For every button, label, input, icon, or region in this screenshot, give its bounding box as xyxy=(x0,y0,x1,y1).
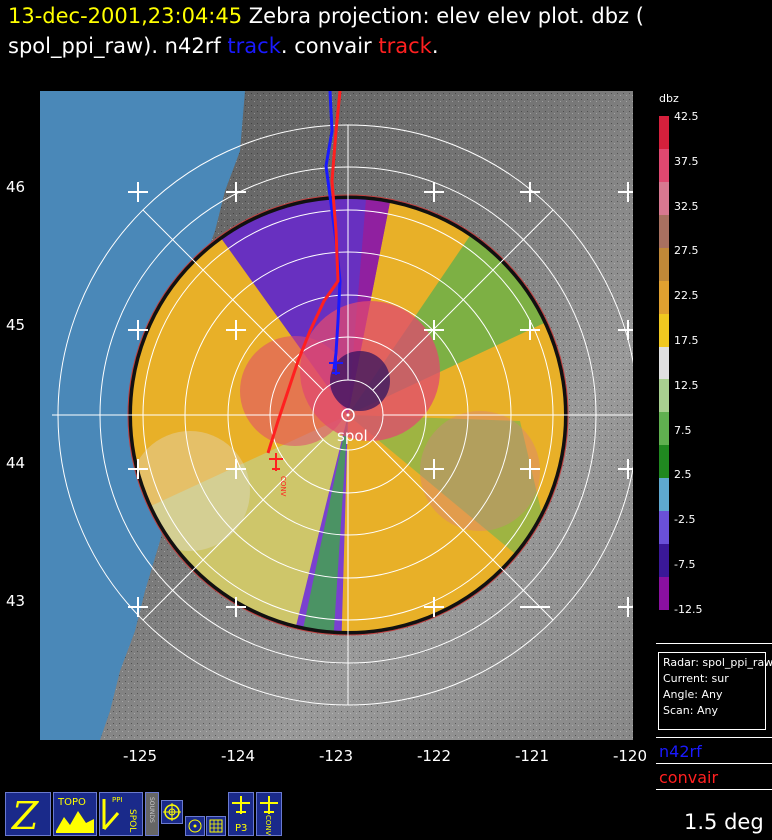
latlon-crosses xyxy=(128,182,633,617)
lat-label-43: 43 xyxy=(6,592,26,610)
colorbar-tick-label: 12.5 xyxy=(674,378,699,392)
svg-text:SOUNDS: SOUNDS xyxy=(148,797,155,823)
convair-aircraft-icon[interactable]: CONV xyxy=(256,792,282,836)
radar-site-label: spol xyxy=(337,427,368,445)
n42rf-aircraft-marker xyxy=(329,357,343,375)
lat-label-44: 44 xyxy=(6,454,26,472)
spol-radar-site[interactable] xyxy=(341,408,355,422)
plot-description: Zebra projection: elev elev plot. dbz ( xyxy=(248,4,644,28)
colorbar-tick-label: 17.5 xyxy=(674,334,699,347)
lon-label-120: -120 xyxy=(612,747,648,765)
colorbar-swatch xyxy=(659,181,669,216)
colorbar-swatch xyxy=(659,214,669,249)
lat-label-46: 46 xyxy=(6,178,26,196)
colorbar-tick-label: 27.5 xyxy=(674,244,699,258)
n42rf-track-link[interactable]: track xyxy=(227,34,281,58)
convair-track-link[interactable]: track xyxy=(378,34,432,58)
colorbar-swatch xyxy=(659,412,669,446)
p3-aircraft-icon[interactable]: P3 xyxy=(228,792,254,836)
info-angle: Angle: Any xyxy=(663,688,723,701)
zebra-z-icon[interactable]: Z xyxy=(5,792,51,836)
separator xyxy=(656,737,772,738)
colorbar-tick-label: -12.5 xyxy=(674,602,703,616)
radar-map-plot[interactable]: CONV spol xyxy=(40,91,633,740)
lon-label-122: -122 xyxy=(416,747,452,765)
lon-label-123: -123 xyxy=(318,747,354,765)
colorbar-tick-label: 42.5 xyxy=(674,110,699,123)
separator xyxy=(656,763,772,764)
colorbar-swatch xyxy=(659,116,669,150)
svg-text:CONV: CONV xyxy=(264,815,272,835)
radar-info-box: Radar: spol_ppi_raw Current: sur Angle: … xyxy=(658,652,772,730)
colorbar xyxy=(659,116,669,611)
plot-description-end: . xyxy=(431,34,439,58)
plot-description-cont: spol_ppi_raw). n42rf xyxy=(8,34,228,58)
svg-text:PPI: PPI xyxy=(112,796,123,804)
colorbar-swatch xyxy=(659,346,669,380)
sounds-icon[interactable]: SOUNDS xyxy=(145,792,159,836)
colorbar-tick-label: 37.5 xyxy=(674,154,699,168)
gear-radar-icon[interactable] xyxy=(161,800,183,824)
info-radar: Radar: spol_ppi_raw xyxy=(663,656,772,669)
colorbar-tick-label: 22.5 xyxy=(674,289,699,303)
info-current: Current: sur xyxy=(663,672,729,685)
convair-track xyxy=(266,91,342,454)
plot-title-line-2: spol_ppi_raw). n42rf track. convair trac… xyxy=(8,34,439,58)
colorbar-unit: dbz xyxy=(659,92,679,105)
info-scan: Scan: Any xyxy=(663,704,718,717)
plot-timestamp: 13-dec-2001,23:04:45 xyxy=(8,4,243,28)
grid-icon[interactable] xyxy=(206,816,226,836)
colorbar-swatch xyxy=(659,478,669,512)
plot-description-cont-2: . convair xyxy=(280,34,379,58)
colorbar-swatch xyxy=(659,379,669,413)
colorbar-tick-label: 2.5 xyxy=(674,468,692,482)
target-icon[interactable] xyxy=(185,816,205,836)
separator xyxy=(656,789,772,790)
convair-marker-label: CONV xyxy=(279,476,287,497)
convair-aircraft-marker xyxy=(269,453,283,471)
svg-text:Z: Z xyxy=(11,794,39,835)
elevation-angle: 1.5 deg xyxy=(684,810,764,834)
lon-label-124: -124 xyxy=(220,747,256,765)
lat-label-45: 45 xyxy=(6,316,26,334)
colorbar-swatch xyxy=(659,511,669,545)
plot-title-line-1: 13-dec-2001,23:04:45 Zebra projection: e… xyxy=(8,4,644,28)
colorbar-swatch xyxy=(659,445,669,479)
colorbar-swatch xyxy=(659,313,669,348)
track-legend-convair[interactable]: convair xyxy=(659,768,719,787)
lon-label-125: -125 xyxy=(122,747,158,765)
colorbar-swatch xyxy=(659,577,669,611)
svg-text:TOPO: TOPO xyxy=(57,797,86,808)
lon-label-121: -121 xyxy=(514,747,550,765)
svg-text:P3: P3 xyxy=(235,823,247,834)
separator xyxy=(656,643,772,644)
colorbar-tick-label: -2.5 xyxy=(674,513,696,527)
colorbar-swatch xyxy=(659,247,669,282)
colorbar-swatch xyxy=(659,280,669,315)
colorbar-swatch xyxy=(659,544,669,578)
colorbar-tick-label: -7.5 xyxy=(674,558,696,571)
topo-icon[interactable]: TOPO xyxy=(53,792,97,836)
azimuth-lines xyxy=(52,125,633,705)
track-legend-n42rf[interactable]: n42rf xyxy=(659,742,702,761)
colorbar-tick-label: 7.5 xyxy=(674,423,692,437)
colorbar-swatch xyxy=(659,148,669,183)
colorbar-tick-label: 32.5 xyxy=(674,199,699,213)
ppi-spol-icon[interactable]: PPI SPOL xyxy=(99,792,143,836)
svg-text:SPOL: SPOL xyxy=(127,809,137,832)
